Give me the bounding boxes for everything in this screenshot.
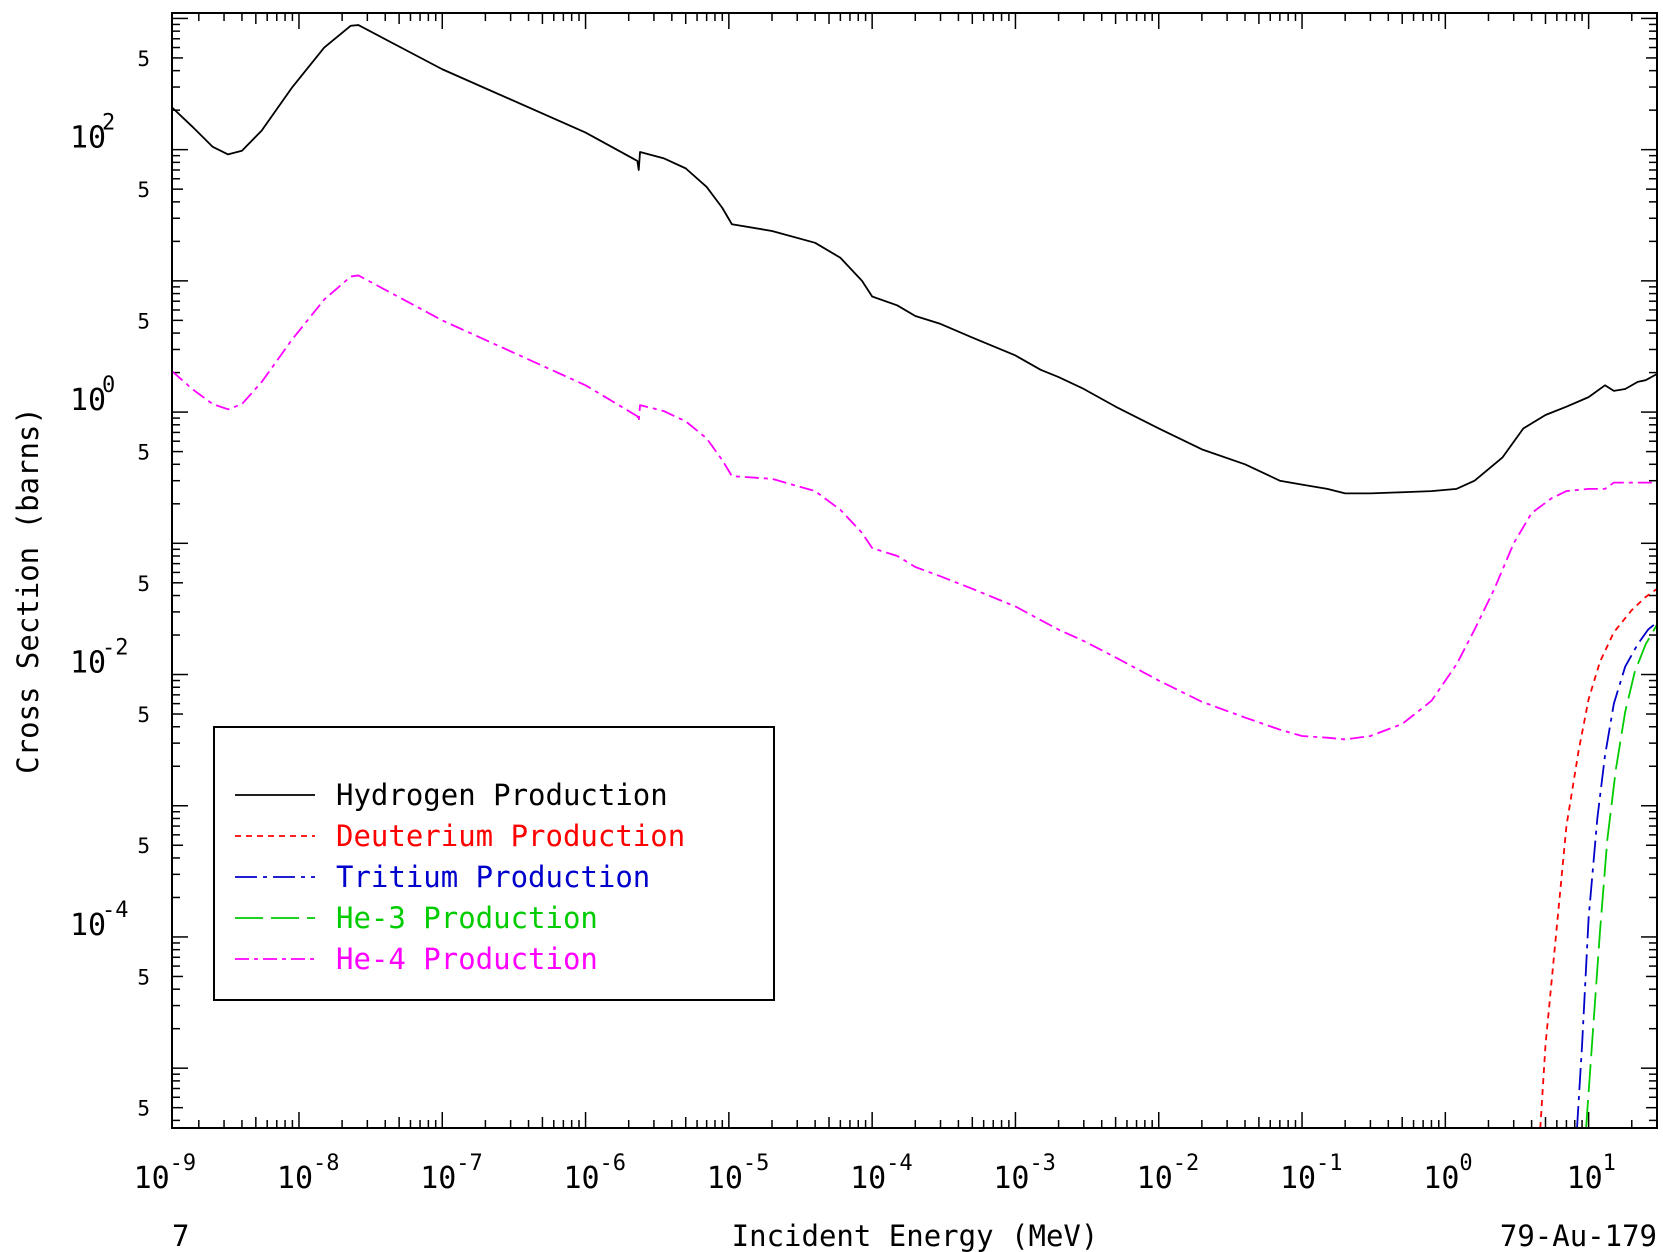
plot-frame xyxy=(171,12,1658,1129)
y-tick-exponent: -4 xyxy=(102,898,129,923)
x-tick-exponent: -7 xyxy=(456,1151,483,1176)
x-tick-label: 10 xyxy=(134,1161,170,1196)
x-tick-label: 10 xyxy=(1280,1161,1316,1196)
x-tick-exponent: -9 xyxy=(170,1151,197,1176)
legend-label: Hydrogen Production xyxy=(336,778,668,812)
x-tick-label: 10 xyxy=(563,1161,599,1196)
series-line-hydrogen-production xyxy=(172,24,1657,495)
series-line-he-3-production xyxy=(1585,624,1657,1128)
y-minor-tick-label: 5 xyxy=(137,703,150,727)
axis-ticks xyxy=(172,13,1658,1128)
y-tick-label: 10 xyxy=(70,121,106,156)
y-tick-exponent: 2 xyxy=(102,111,115,136)
x-tick-label: 10 xyxy=(277,1161,313,1196)
y-minor-tick-label: 5 xyxy=(137,1097,150,1121)
y-tick-exponent: 0 xyxy=(102,373,115,398)
legend-label: Deuterium Production xyxy=(336,819,685,853)
series-layer xyxy=(172,24,1657,1128)
x-tick-exponent: -5 xyxy=(743,1151,770,1176)
series-line-tritium-production xyxy=(1576,621,1657,1128)
x-tick-exponent: -6 xyxy=(600,1151,627,1176)
y-minor-tick-label: 5 xyxy=(137,834,150,858)
legend-label: Tritium Production xyxy=(336,860,650,894)
legend-box xyxy=(213,726,775,1001)
y-minor-tick-label: 5 xyxy=(137,965,150,989)
x-tick-exponent: -8 xyxy=(313,1151,340,1176)
x-axis-title: Incident Energy (MeV) xyxy=(732,1219,1099,1252)
series-group xyxy=(172,24,1657,1128)
tick-labels: 10 -9 10 -8 10 -7 10 -6 10 -5 10 -4 10 -3 10 -2 10 -1 10 0 1… xyxy=(70,47,1616,1196)
y-tick-label: 10 xyxy=(70,383,106,418)
y-tick-label: 10 xyxy=(70,908,106,943)
y-minor-tick-label: 5 xyxy=(137,47,150,71)
x-tick-label: 10 xyxy=(707,1161,743,1196)
x-tick-exponent: -4 xyxy=(886,1151,913,1176)
series-line-he-4-production xyxy=(172,274,1657,741)
x-tick-label: 10 xyxy=(850,1161,886,1196)
x-tick-exponent: -3 xyxy=(1029,1151,1056,1176)
footer-left-label: 7 xyxy=(172,1219,189,1252)
x-tick-label: 10 xyxy=(420,1161,456,1196)
x-tick-exponent: -2 xyxy=(1173,1151,1200,1176)
x-tick-exponent: 0 xyxy=(1459,1151,1472,1176)
y-minor-tick-label: 5 xyxy=(137,572,150,596)
x-tick-exponent: 1 xyxy=(1603,1151,1616,1176)
y-minor-tick-label: 5 xyxy=(137,178,150,202)
legend-label: He-3 Production xyxy=(336,901,598,935)
x-tick-label: 10 xyxy=(1567,1161,1603,1196)
y-tick-exponent: -2 xyxy=(102,636,129,661)
legend-label: He-4 Production xyxy=(336,942,598,976)
y-minor-tick-label: 5 xyxy=(137,309,150,333)
footer-right-label: 79-Au-179 xyxy=(1500,1219,1657,1252)
legend: Hydrogen Production Deuterium Production T… xyxy=(213,726,775,1001)
series-line-deuterium-production xyxy=(1539,588,1657,1128)
x-tick-exponent: -1 xyxy=(1316,1151,1343,1176)
y-tick-label: 10 xyxy=(70,646,106,681)
x-tick-label: 10 xyxy=(993,1161,1029,1196)
y-axis-title: Cross Section (barns) xyxy=(11,407,45,774)
x-tick-label: 10 xyxy=(1137,1161,1173,1196)
y-minor-tick-label: 5 xyxy=(137,441,150,465)
x-tick-label: 10 xyxy=(1423,1161,1459,1196)
